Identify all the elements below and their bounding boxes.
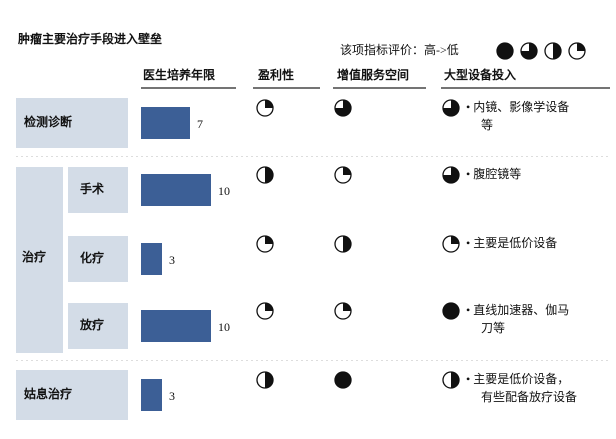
years-label: 10 [218,184,230,198]
row-label: 姑息治疗 [24,386,72,401]
row-label-box [68,167,128,213]
harvey-ball [343,236,351,252]
row-label-box [68,303,128,349]
harvey-ball [451,372,459,388]
equipment-note: • 腹腔镜等 [466,166,521,181]
equipment-note: 有些配备放疗设备 [481,389,577,404]
group-label: 治疗 [22,249,46,264]
column-header: 盈利性 [257,67,294,82]
row-label-box [16,98,128,148]
harvey-ball [497,43,513,59]
row-label: 化疗 [80,250,104,265]
years-bar [141,379,162,411]
years-bar [141,174,211,206]
harvey-ball [335,372,351,388]
column-header: 大型设备投入 [444,67,516,82]
equipment-note: • 直线加速器、伽马 [466,302,569,317]
title: 肿瘤主要治疗手段进入壁垒 [18,31,162,46]
harvey-ball [265,303,273,311]
harvey-ball [443,100,459,116]
row-label: 检测诊断 [24,114,72,129]
years-label: 3 [169,389,175,403]
harvey-ball [265,100,273,108]
harvey-ball [335,100,351,116]
harvey-ball [343,303,351,311]
column-header: 医生培养年限 [143,67,215,82]
equipment-note: 刀等 [481,321,505,335]
equipment-note: • 主要是低价设备 [466,236,557,250]
harvey-ball [443,167,459,183]
equipment-note: • 主要是低价设备， [466,372,569,386]
years-bar [141,243,162,275]
row-label-box [68,236,128,282]
years-bar [141,310,211,342]
equipment-note: 等 [481,118,493,132]
harvey-ball [553,43,561,59]
harvey-ball [521,43,537,59]
years-label: 10 [218,320,230,334]
harvey-ball [265,167,273,183]
harvey-ball [343,167,351,175]
harvey-ball [265,236,273,244]
harvey-ball [265,372,273,388]
years-label: 3 [169,253,175,267]
harvey-ball [443,303,459,319]
equipment-note: • 内镜、影像学设备 [466,99,569,114]
years-label: 7 [197,117,203,131]
years-bar [141,107,190,139]
row-label: 手术 [80,181,104,196]
column-header: 增值服务空间 [337,67,409,82]
harvey-ball [577,43,585,51]
harvey-ball [451,236,459,244]
legend-label: 该项指标评价：高->低 [340,42,459,57]
group-label-box [16,167,63,353]
row-label-box [16,370,128,420]
row-label: 放疗 [79,317,104,332]
